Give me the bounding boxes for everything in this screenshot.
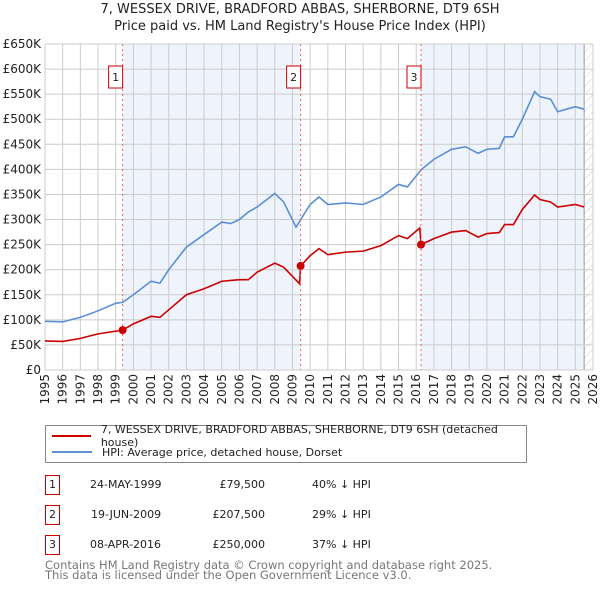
y-tick-label: £300K — [3, 213, 43, 227]
x-tick-label: 1997 — [73, 374, 87, 405]
sale-point — [416, 240, 425, 249]
x-tick-label: 1998 — [91, 374, 105, 405]
x-tick-label: 2025 — [568, 374, 582, 405]
x-tick-label: 2013 — [356, 374, 370, 405]
x-tick-label: 2008 — [268, 374, 282, 405]
x-tick-label: 2018 — [445, 374, 459, 405]
transaction-price: £207,500 — [212, 508, 266, 521]
x-tick-label: 2022 — [515, 374, 529, 405]
y-tick-label: £50K — [10, 338, 42, 352]
x-tick-label: 2005 — [215, 374, 229, 405]
subtitle-line: Price paid vs. HM Land Registry's House … — [114, 19, 486, 34]
x-tick-label: 2012 — [339, 374, 353, 405]
x-tick-label: 2016 — [409, 374, 423, 405]
sale-period-shade — [122, 44, 301, 370]
marker-badge: 3 — [45, 535, 60, 555]
y-tick-label: £150K — [3, 288, 43, 302]
hpi-line — [44, 90, 585, 323]
legend: 7, WESSEX DRIVE, BRADFORD ABBAS, SHERBOR… — [45, 423, 527, 463]
marker-badge: 2 — [45, 505, 60, 525]
transaction-row: 2 19-JUN-2009 £207,500 29% ↓ HPI — [45, 505, 445, 525]
transaction-hpi-diff: 37% ↓ HPI — [312, 538, 371, 551]
transaction-date: 08-APR-2016 — [90, 538, 162, 551]
transaction-hpi-diff: 29% ↓ HPI — [312, 508, 371, 521]
x-tick-label: 2026 — [586, 374, 600, 405]
x-tick-label: 2004 — [197, 374, 211, 405]
transaction-date: 19-JUN-2009 — [91, 508, 162, 521]
x-tick-label: 2015 — [392, 374, 406, 405]
title-line: 7, WESSEX DRIVE, BRADFORD ABBAS, SHERBOR… — [100, 2, 500, 17]
transaction-hpi-diff: 40% ↓ HPI — [312, 478, 371, 491]
x-tick-label: 2024 — [551, 374, 565, 405]
sale-label: 1 — [112, 71, 119, 84]
x-tick-label: 2009 — [285, 374, 299, 405]
x-tick-label: 2006 — [232, 374, 246, 405]
y-tick-label: £450K — [3, 137, 43, 151]
legend-label: 7, WESSEX DRIVE, BRADFORD ABBAS, SHERBOR… — [100, 423, 498, 449]
x-tick-label: 2020 — [480, 374, 494, 405]
transaction-date: 24-MAY-1999 — [90, 478, 162, 491]
x-tick-label: 2023 — [533, 374, 547, 405]
x-tick-label: 2011 — [321, 374, 335, 405]
sale-label-box — [406, 65, 422, 89]
y-tick-label: £200K — [3, 263, 43, 277]
x-tick-label: 2017 — [427, 374, 441, 405]
x-tick-label: 1999 — [109, 374, 123, 405]
x-tick-label: 2019 — [462, 374, 476, 405]
price-chart: 1995 1996 1997 1998 1999 2000 2001 2002 2003 2004… — [3, 37, 600, 405]
marker-badge: 1 — [45, 475, 60, 495]
transaction-row: 3 08-APR-2016 £250,000 37% ↓ HPI — [45, 535, 445, 555]
blue-line-swatch — [52, 451, 92, 453]
licence-text: This data is licensed under the Open Gov… — [45, 568, 412, 582]
x-tick-label: 1995 — [38, 374, 52, 405]
y-tick-label: £250K — [3, 238, 43, 252]
y-tick-label: £350K — [3, 187, 43, 201]
x-tick-label: 1996 — [56, 374, 70, 405]
y-tick-label: £550K — [3, 87, 43, 101]
x-tick-label: 2001 — [144, 374, 158, 405]
x-tick-label: 2002 — [162, 374, 176, 405]
transaction-price: £79,500 — [219, 478, 266, 491]
copyright-text: Contains HM Land Registry data © Crown c… — [45, 558, 493, 572]
sale-label-box — [286, 65, 302, 89]
transaction-price: £250,000 — [212, 538, 266, 551]
forecast-hatch — [584, 44, 593, 370]
chart-title: 7, WESSEX DRIVE, BRADFORD ABBAS, SHERBOR… — [0, 1, 600, 35]
sale-point — [296, 261, 305, 270]
y-tick-label: £600K — [3, 62, 43, 76]
x-tick-label: 2010 — [303, 374, 317, 405]
legend-label: HPI: Average price, detached house, Dors… — [102, 445, 343, 459]
sale-label: 3 — [410, 71, 417, 84]
x-tick-label: 2021 — [498, 374, 512, 405]
footer: Contains HM Land Registry data © Crown c… — [45, 558, 493, 582]
y-tick-label: £500K — [3, 112, 43, 126]
transaction-row: 1 24-MAY-1999 £79,500 40% ↓ HPI — [45, 475, 445, 495]
x-tick-label: 2007 — [250, 374, 264, 405]
x-tick-label: 2003 — [179, 374, 193, 405]
price-paid-line — [44, 193, 585, 343]
legend-item-property: 7, WESSEX DRIVE, BRADFORD ABBAS, SHERBOR… — [52, 423, 526, 449]
sale-label: 2 — [290, 71, 297, 84]
y-tick-label: £400K — [3, 162, 43, 176]
sale-point — [118, 326, 127, 335]
x-tick-label: 2000 — [126, 374, 140, 405]
x-tick-label: 2014 — [374, 374, 388, 405]
y-tick-label: £100K — [3, 313, 43, 327]
y-tick-label: £650K — [3, 37, 43, 51]
sale-label-box — [108, 65, 124, 89]
y-tick-label: £0 — [26, 363, 41, 377]
legend-item-hpi: HPI: Average price, detached house, Dors… — [52, 444, 342, 460]
red-line-swatch — [52, 435, 91, 437]
